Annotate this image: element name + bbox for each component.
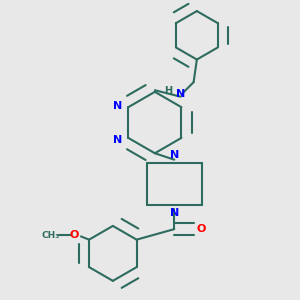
Text: N: N [113,134,123,145]
Text: O: O [69,230,79,240]
Text: N: N [113,100,123,111]
Text: O: O [196,224,206,234]
Text: CH₃: CH₃ [42,231,60,240]
Text: H: H [164,86,172,96]
Text: N: N [176,89,185,99]
Text: N: N [169,208,179,218]
Text: N: N [169,150,179,160]
